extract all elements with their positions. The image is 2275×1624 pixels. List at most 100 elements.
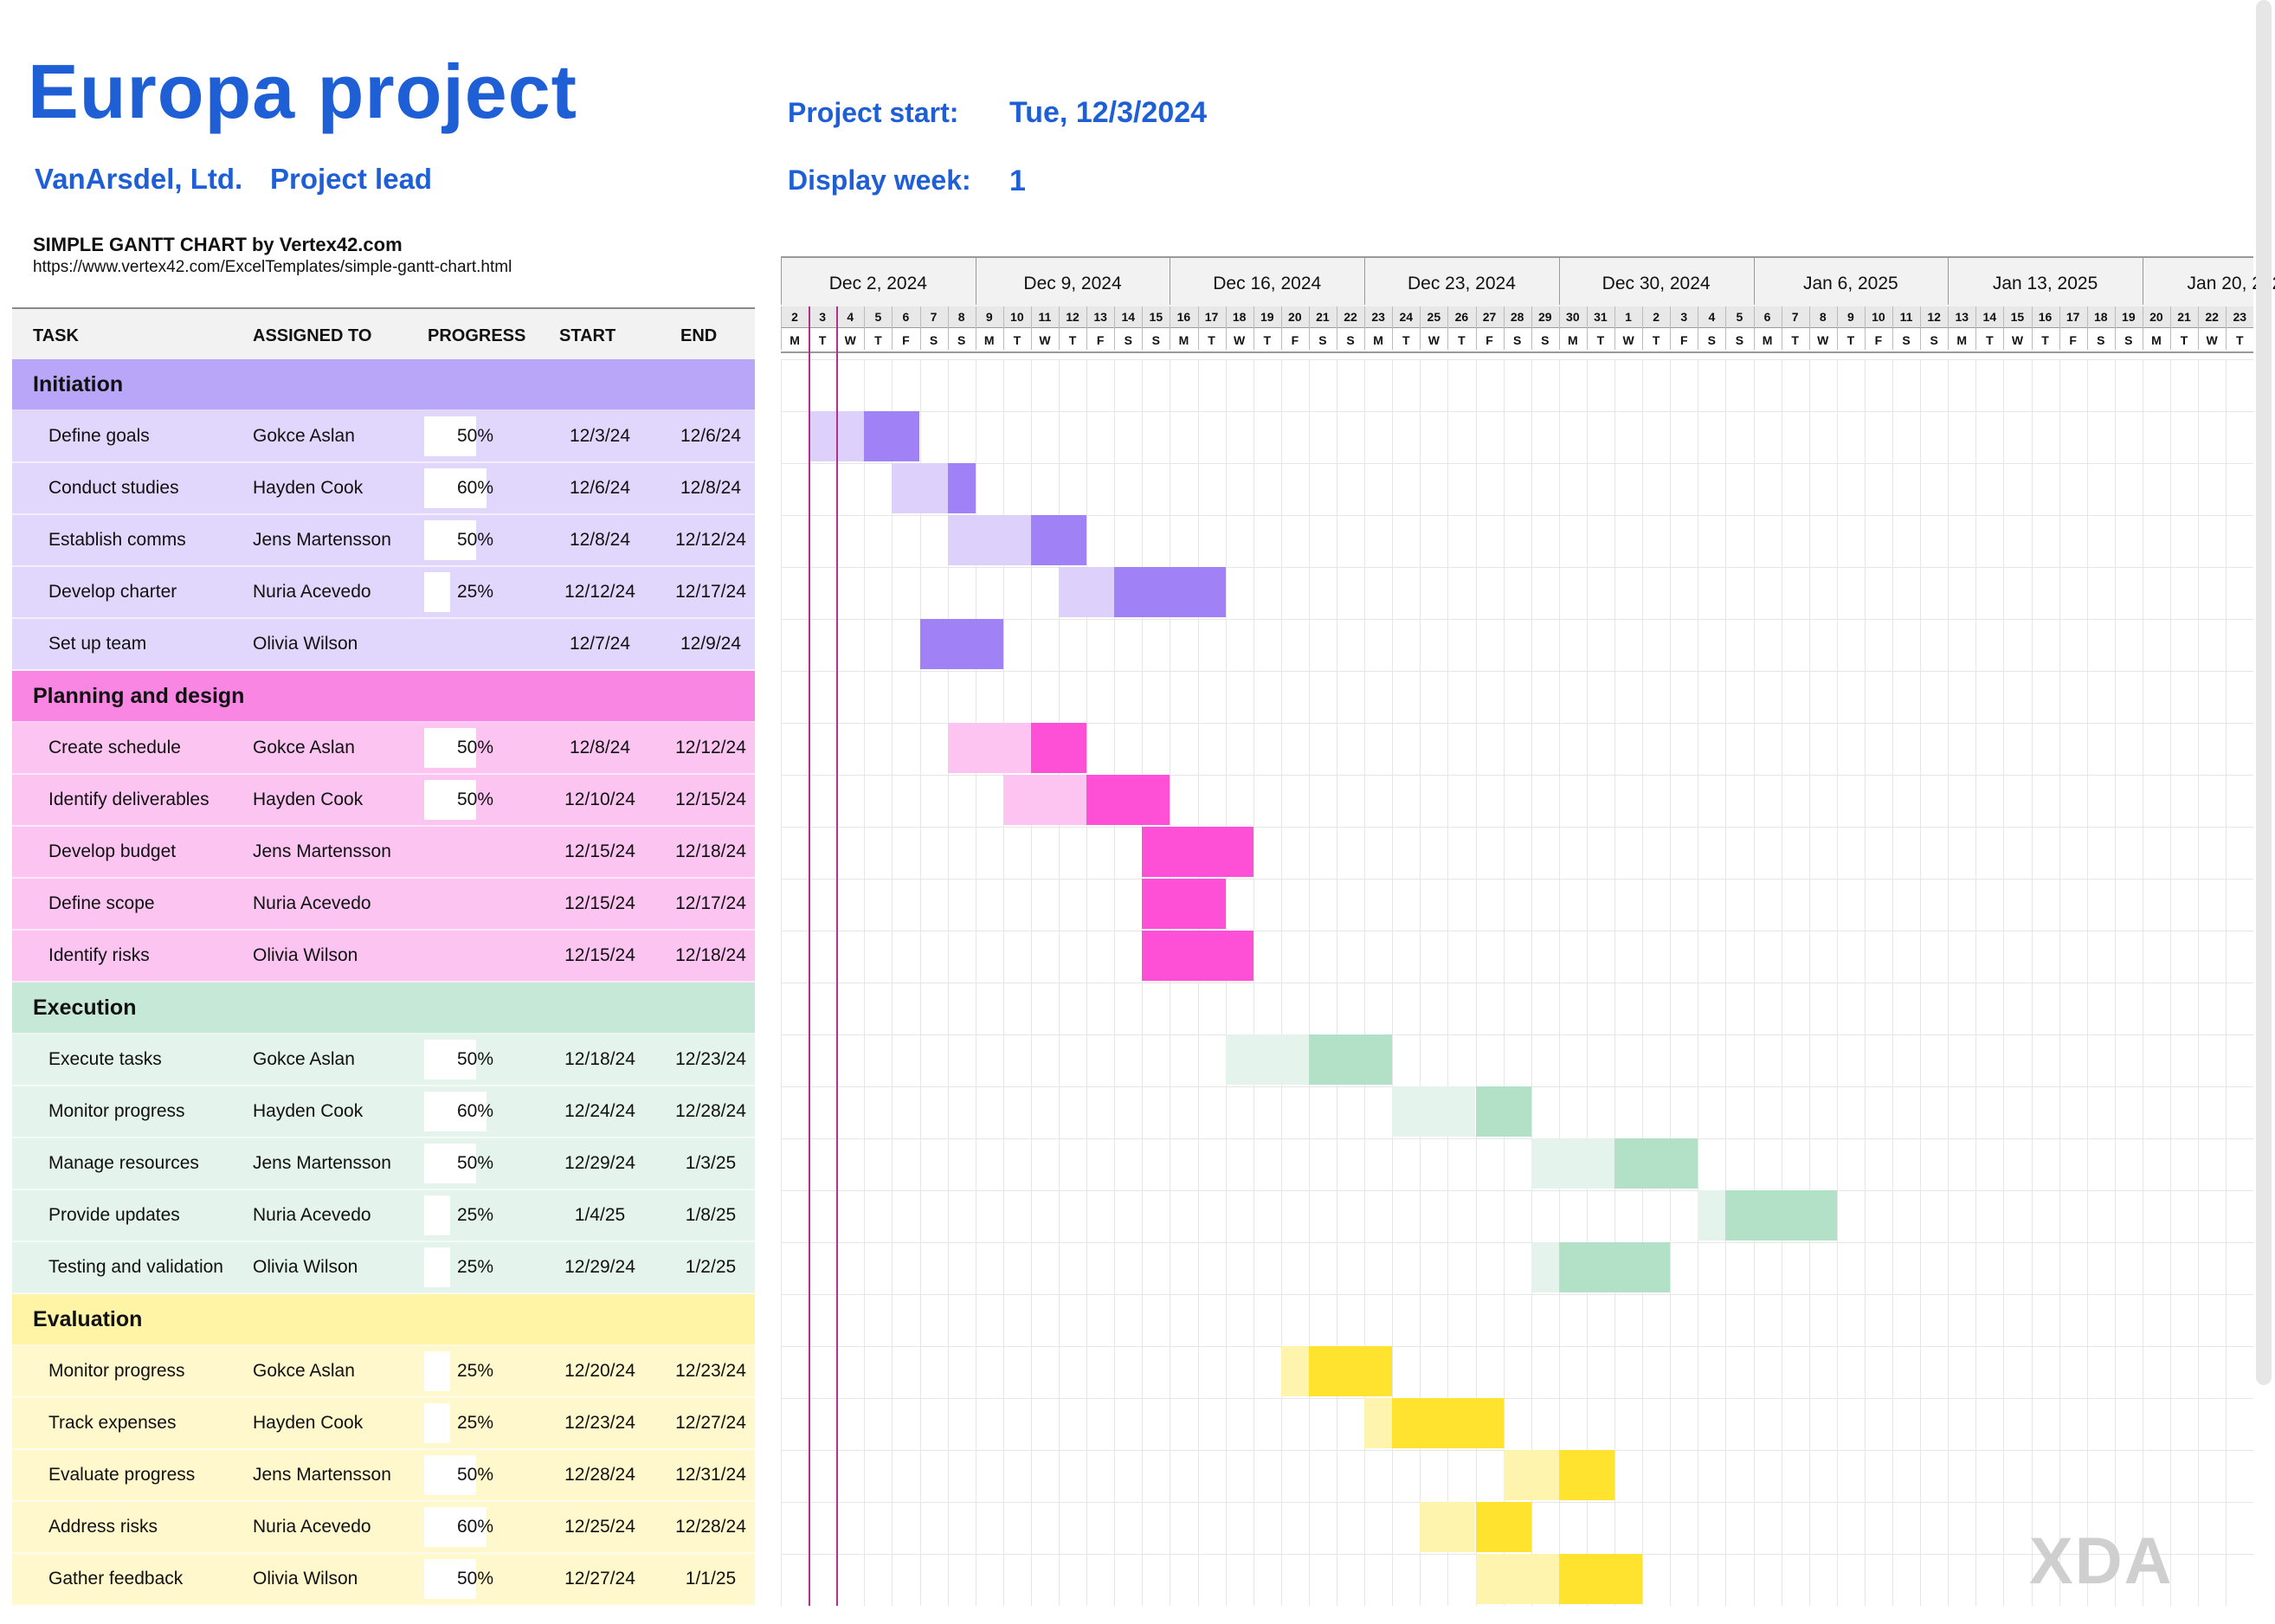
gantt-bar[interactable]: [1142, 827, 1254, 877]
gantt-bar[interactable]: [919, 619, 1003, 669]
gantt-bar[interactable]: [1030, 515, 1087, 565]
task-row[interactable]: Monitor progress Gokce Aslan 25% 12/20/24 12…: [12, 1346, 755, 1398]
column-header-end: END: [680, 326, 718, 345]
task-name: Evaluate progress: [48, 1465, 196, 1485]
progress-bar: [424, 416, 476, 456]
gantt-bar[interactable]: [864, 411, 920, 461]
task-row[interactable]: Conduct studies Hayden Cook 60% 12/6/24 12/8…: [12, 463, 755, 515]
task-row[interactable]: Identify risks Olivia Wilson 12/15/24 12/18…: [12, 931, 755, 983]
day-number: 24: [1399, 310, 1414, 324]
project-start-value[interactable]: Tue, 12/3/2024: [1009, 96, 1208, 129]
day-number: 21: [1316, 310, 1330, 324]
week-label: Jan 20, 2025: [2187, 274, 2275, 293]
day-divider: [1753, 306, 1755, 350]
gantt-bar[interactable]: [1142, 879, 1226, 929]
task-row[interactable]: Testing and validation Olivia Wilson 25% 12…: [12, 1242, 755, 1294]
day-divider: [947, 306, 949, 350]
task-row[interactable]: Evaluate progress Jens Martensson 50% 12/28…: [12, 1450, 755, 1502]
day-of-week: S: [2097, 333, 2105, 347]
gantt-bar[interactable]: [1308, 1034, 1393, 1085]
gantt-bar[interactable]: [1308, 1346, 1393, 1396]
day-number: 30: [1566, 310, 1580, 324]
day-number: 4: [1708, 310, 1716, 324]
progress-bar: [424, 1507, 487, 1547]
task-assignee: Gokce Aslan: [253, 1049, 355, 1069]
task-progress: 60%: [457, 1101, 494, 1121]
task-start: 12/15/24: [564, 841, 635, 861]
day-divider: [1308, 306, 1310, 350]
task-progress: 25%: [457, 1413, 494, 1433]
gantt-bar-completed: [1475, 1554, 1559, 1604]
task-row[interactable]: Manage resources Jens Martensson 50% 12/29/…: [12, 1138, 755, 1190]
day-divider: [1725, 306, 1727, 350]
task-name: Establish comms: [48, 530, 186, 550]
task-end: 1/1/25: [685, 1569, 737, 1589]
gantt-bar[interactable]: [1086, 775, 1170, 825]
gantt-bar-completed: [1059, 567, 1115, 617]
task-row[interactable]: Monitor progress Hayden Cook 60% 12/24/24 12…: [12, 1086, 755, 1138]
task-name: Testing and validation: [48, 1257, 223, 1277]
template-credit-url[interactable]: https://www.vertex42.com/ExcelTemplates/…: [33, 258, 512, 276]
gantt-bar[interactable]: [1614, 1138, 1698, 1189]
day-number: 12: [1927, 310, 1941, 324]
day-number: 31: [1594, 310, 1608, 324]
section-row-execution[interactable]: Execution: [12, 983, 755, 1034]
task-row[interactable]: Create schedule Gokce Aslan 50% 12/8/24 12/1…: [12, 723, 755, 775]
gantt-bar[interactable]: [1558, 1450, 1614, 1500]
task-row[interactable]: Define goals Gokce Aslan 50% 12/3/24 12/6/24: [12, 411, 755, 463]
gantt-bar[interactable]: [1558, 1242, 1671, 1292]
day-of-week: F: [902, 333, 910, 347]
day-number: 9: [985, 310, 993, 324]
day-divider: [2170, 306, 2171, 350]
task-progress: 50%: [457, 1153, 494, 1173]
gantt-bar[interactable]: [1392, 1398, 1504, 1448]
task-end: 1/2/25: [685, 1257, 737, 1277]
day-divider: [2003, 306, 2005, 350]
grid-hline: [781, 671, 2254, 672]
task-row[interactable]: Track expenses Hayden Cook 25% 12/23/24 12/2…: [12, 1398, 755, 1450]
section-row-evaluation[interactable]: Evaluation: [12, 1294, 755, 1346]
day-number: 14: [1121, 310, 1136, 324]
gantt-bar[interactable]: [1142, 931, 1254, 981]
task-end: 1/3/25: [685, 1153, 737, 1173]
task-row[interactable]: Establish comms Jens Martensson 50% 12/8/24…: [12, 515, 755, 567]
day-of-week: S: [1707, 333, 1717, 347]
section-row-planning[interactable]: Planning and design: [12, 671, 755, 723]
task-row[interactable]: Develop budget Jens Martensson 12/15/24 12/…: [12, 827, 755, 879]
gantt-bar[interactable]: [1030, 723, 1087, 773]
day-of-week: S: [1346, 333, 1355, 347]
day-divider: [1420, 306, 1421, 350]
task-row[interactable]: Provide updates Nuria Acevedo 25% 1/4/25 1/8…: [12, 1190, 755, 1242]
task-row[interactable]: Set up team Olivia Wilson 12/7/24 12/9/24: [12, 619, 755, 671]
task-row[interactable]: Execute tasks Gokce Aslan 50% 12/18/24 12/23…: [12, 1034, 755, 1086]
gantt-bar[interactable]: [1114, 567, 1226, 617]
day-divider: [1030, 306, 1032, 350]
gantt-bar[interactable]: [1725, 1190, 1837, 1241]
gantt-bar[interactable]: [947, 463, 976, 513]
progress-bar: [424, 1144, 476, 1183]
section-row-initiation[interactable]: Initiation: [12, 359, 755, 411]
task-row[interactable]: Define scope Nuria Acevedo 12/15/24 12/17/2…: [12, 879, 755, 931]
column-header-start: START: [559, 326, 616, 345]
grid-hline: [781, 1398, 2254, 1399]
day-of-week: T: [1652, 333, 1660, 347]
display-week-value[interactable]: 1: [1009, 164, 1026, 197]
task-row[interactable]: Gather feedback Olivia Wilson 50% 12/27/24 1…: [12, 1554, 755, 1606]
gantt-bar-completed: [1364, 1398, 1393, 1448]
gantt-bar[interactable]: [1475, 1086, 1531, 1137]
day-number: 22: [1344, 310, 1357, 324]
task-row[interactable]: Identify deliverables Hayden Cook 50% 12/10…: [12, 775, 755, 827]
grid-hline: [781, 411, 2254, 412]
day-of-week: T: [1986, 333, 1994, 347]
task-row[interactable]: Develop charter Nuria Acevedo 25% 12/12/24 1…: [12, 567, 755, 619]
task-start: 12/18/24: [564, 1049, 635, 1069]
gantt-bar[interactable]: [1475, 1502, 1531, 1552]
day-of-week: M: [1178, 333, 1189, 347]
task-row[interactable]: Address risks Nuria Acevedo 60% 12/25/24 12/…: [12, 1502, 755, 1554]
vertical-scrollbar[interactable]: [2256, 0, 2272, 1385]
gantt-bar[interactable]: [1558, 1554, 1643, 1604]
task-progress: 60%: [457, 478, 494, 498]
task-progress: 25%: [457, 1361, 494, 1381]
task-progress: 50%: [457, 1569, 494, 1589]
gantt-bar-completed: [1392, 1086, 1476, 1137]
